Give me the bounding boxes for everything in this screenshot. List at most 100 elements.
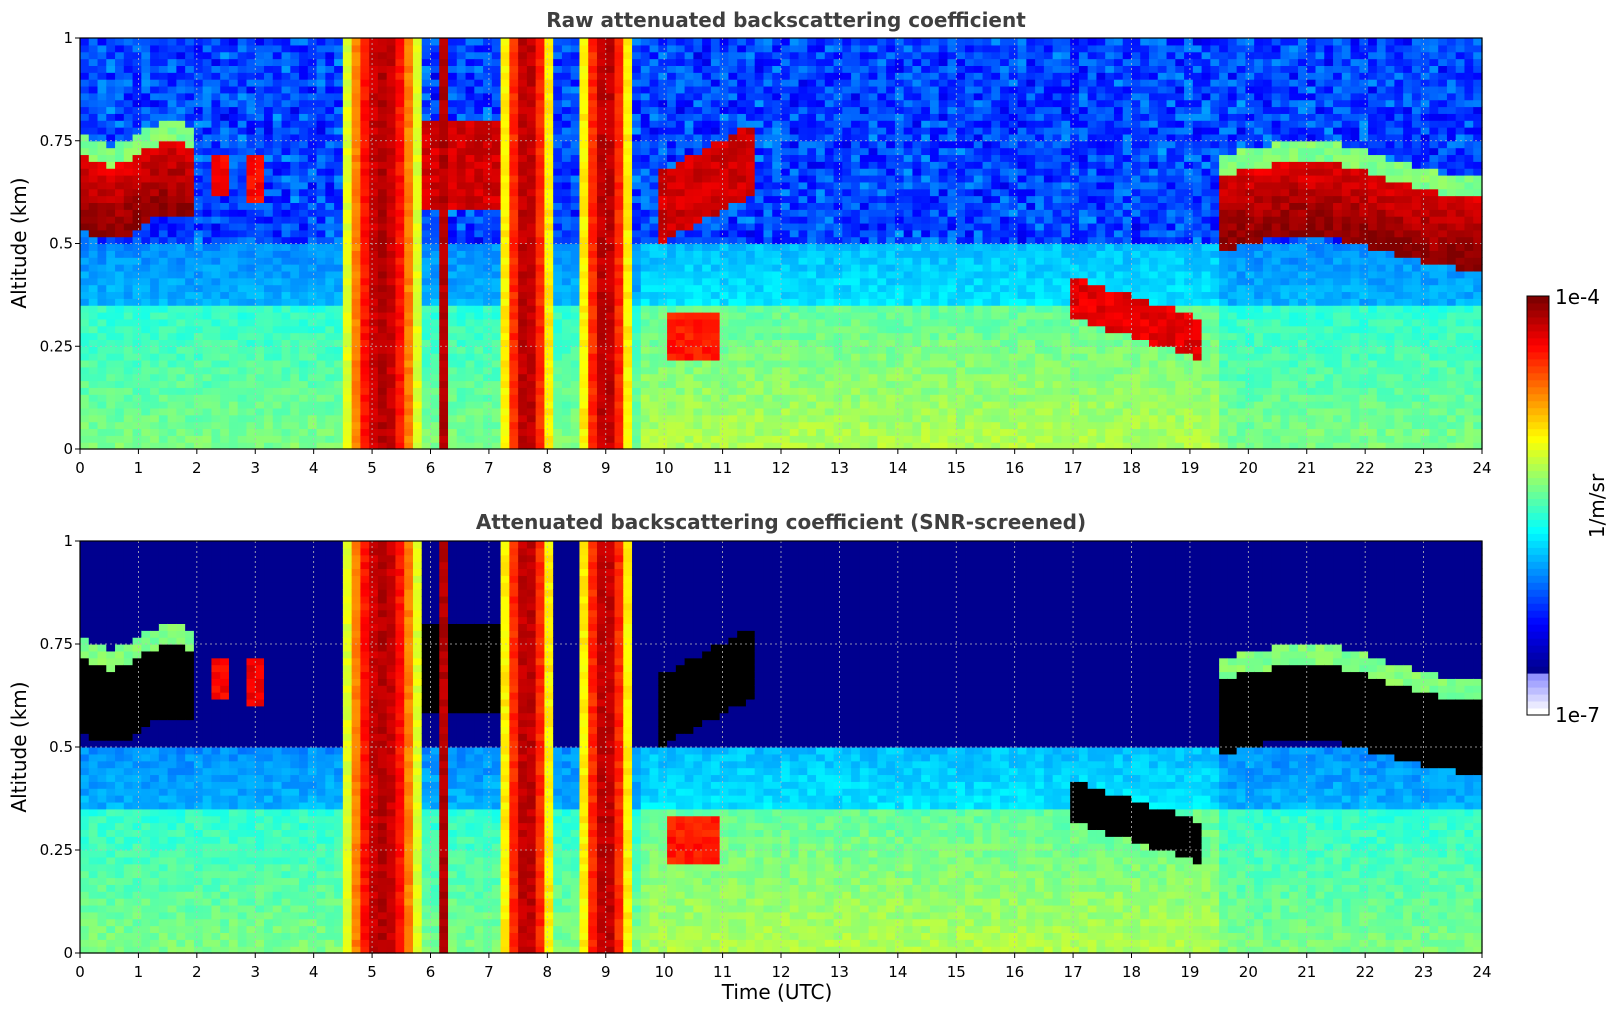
heatmap-cell bbox=[176, 250, 186, 258]
heatmap-cell bbox=[360, 346, 370, 354]
heatmap-cell bbox=[342, 85, 353, 94]
heatmap-cell bbox=[290, 195, 300, 203]
heatmap-cell bbox=[500, 291, 510, 299]
heatmap-cell bbox=[430, 140, 440, 149]
heatmap-cell bbox=[167, 414, 177, 423]
heatmap-cell bbox=[237, 79, 248, 87]
heatmap-cell bbox=[264, 106, 274, 114]
heatmap-cell bbox=[614, 58, 624, 66]
heatmap-cell bbox=[456, 209, 467, 217]
heatmap-cell bbox=[649, 325, 659, 334]
heatmap-cell bbox=[123, 428, 134, 436]
heatmap-cell bbox=[176, 181, 186, 190]
heatmap-cell bbox=[132, 353, 142, 361]
heatmap-cell bbox=[430, 168, 440, 176]
heatmap-cell bbox=[798, 229, 808, 238]
heatmap-cell bbox=[237, 298, 248, 306]
heatmap-cell bbox=[185, 99, 195, 108]
heatmap-cell bbox=[123, 154, 134, 162]
heatmap-cell bbox=[115, 175, 125, 183]
heatmap-cell bbox=[737, 222, 747, 231]
heatmap-cell bbox=[264, 387, 274, 395]
heatmap-cell bbox=[789, 147, 800, 156]
heatmap-cell bbox=[684, 51, 694, 60]
heatmap-cell bbox=[167, 127, 177, 135]
heatmap-cell bbox=[570, 277, 581, 286]
heatmap-cell bbox=[360, 120, 370, 128]
heatmap-cell bbox=[360, 305, 370, 313]
heatmap-cell bbox=[553, 380, 563, 388]
heatmap-cell bbox=[614, 38, 624, 46]
heatmap-cell bbox=[684, 312, 694, 320]
heatmap-cell bbox=[772, 154, 782, 162]
heatmap-cell bbox=[448, 421, 458, 430]
heatmap-cell bbox=[237, 92, 248, 101]
heatmap-cell bbox=[412, 366, 423, 375]
heatmap-cell bbox=[667, 270, 677, 279]
heatmap-cell bbox=[351, 414, 361, 423]
heatmap-cell bbox=[290, 202, 300, 210]
heatmap-cell bbox=[526, 188, 537, 197]
heatmap-cell bbox=[158, 209, 169, 217]
heatmap-cell bbox=[456, 133, 467, 142]
heatmap-cell bbox=[430, 380, 440, 388]
heatmap-cell bbox=[377, 435, 388, 443]
heatmap-cell bbox=[596, 442, 607, 450]
heatmap-cell bbox=[728, 380, 738, 388]
heatmap-cell bbox=[386, 202, 397, 210]
heatmap-cell bbox=[526, 161, 537, 169]
heatmap-cell bbox=[561, 147, 572, 156]
heatmap-cell bbox=[202, 154, 213, 162]
heatmap-cell bbox=[395, 428, 405, 436]
heatmap-cell bbox=[553, 127, 563, 135]
heatmap-cell bbox=[596, 195, 607, 203]
heatmap-cell bbox=[377, 414, 388, 423]
heatmap-cell bbox=[667, 161, 677, 169]
heatmap-cell bbox=[526, 195, 537, 203]
heatmap-cell bbox=[675, 284, 686, 293]
heatmap-cell bbox=[202, 38, 213, 46]
heatmap-cell bbox=[430, 270, 440, 279]
heatmap-cell bbox=[570, 188, 581, 197]
heatmap-cell bbox=[465, 113, 475, 121]
heatmap-cell bbox=[684, 270, 694, 279]
heatmap-cell bbox=[649, 140, 659, 149]
heatmap-cell bbox=[640, 127, 651, 135]
heatmap-cell bbox=[693, 168, 703, 176]
heatmap-cell bbox=[255, 209, 265, 217]
heatmap-cell bbox=[167, 277, 177, 286]
heatmap-cell bbox=[132, 222, 142, 231]
heatmap-cell bbox=[421, 332, 432, 340]
heatmap-cell bbox=[509, 298, 519, 306]
heatmap-cell bbox=[211, 339, 221, 347]
heatmap-cell bbox=[412, 270, 423, 279]
heatmap-cell bbox=[88, 58, 99, 66]
heatmap-cell bbox=[439, 229, 449, 238]
heatmap-cell bbox=[228, 106, 239, 114]
heatmap-cell bbox=[132, 168, 142, 176]
heatmap-cell bbox=[193, 154, 204, 162]
heatmap-cell bbox=[132, 133, 142, 142]
heatmap-cell bbox=[369, 99, 379, 108]
heatmap-cell bbox=[193, 318, 204, 327]
heatmap-cell bbox=[351, 181, 361, 190]
heatmap-cell bbox=[325, 236, 335, 245]
heatmap-cell bbox=[202, 264, 213, 272]
heatmap-cell bbox=[737, 154, 747, 162]
heatmap-cell bbox=[412, 373, 423, 382]
heatmap-cell bbox=[307, 106, 318, 114]
heatmap-cell bbox=[412, 312, 423, 320]
heatmap-cell bbox=[500, 366, 510, 375]
heatmap-cell bbox=[290, 373, 300, 382]
heatmap-cell bbox=[255, 401, 265, 409]
heatmap-cell bbox=[500, 407, 510, 416]
heatmap-cell bbox=[588, 407, 598, 416]
heatmap-cell bbox=[535, 339, 546, 347]
heatmap-cell bbox=[386, 359, 397, 368]
heatmap-cell bbox=[264, 401, 274, 409]
heatmap-cell bbox=[491, 51, 502, 60]
heatmap-cell bbox=[202, 161, 213, 169]
heatmap-cell bbox=[193, 140, 204, 149]
heatmap-cell bbox=[412, 202, 423, 210]
heatmap-cell bbox=[316, 181, 326, 190]
